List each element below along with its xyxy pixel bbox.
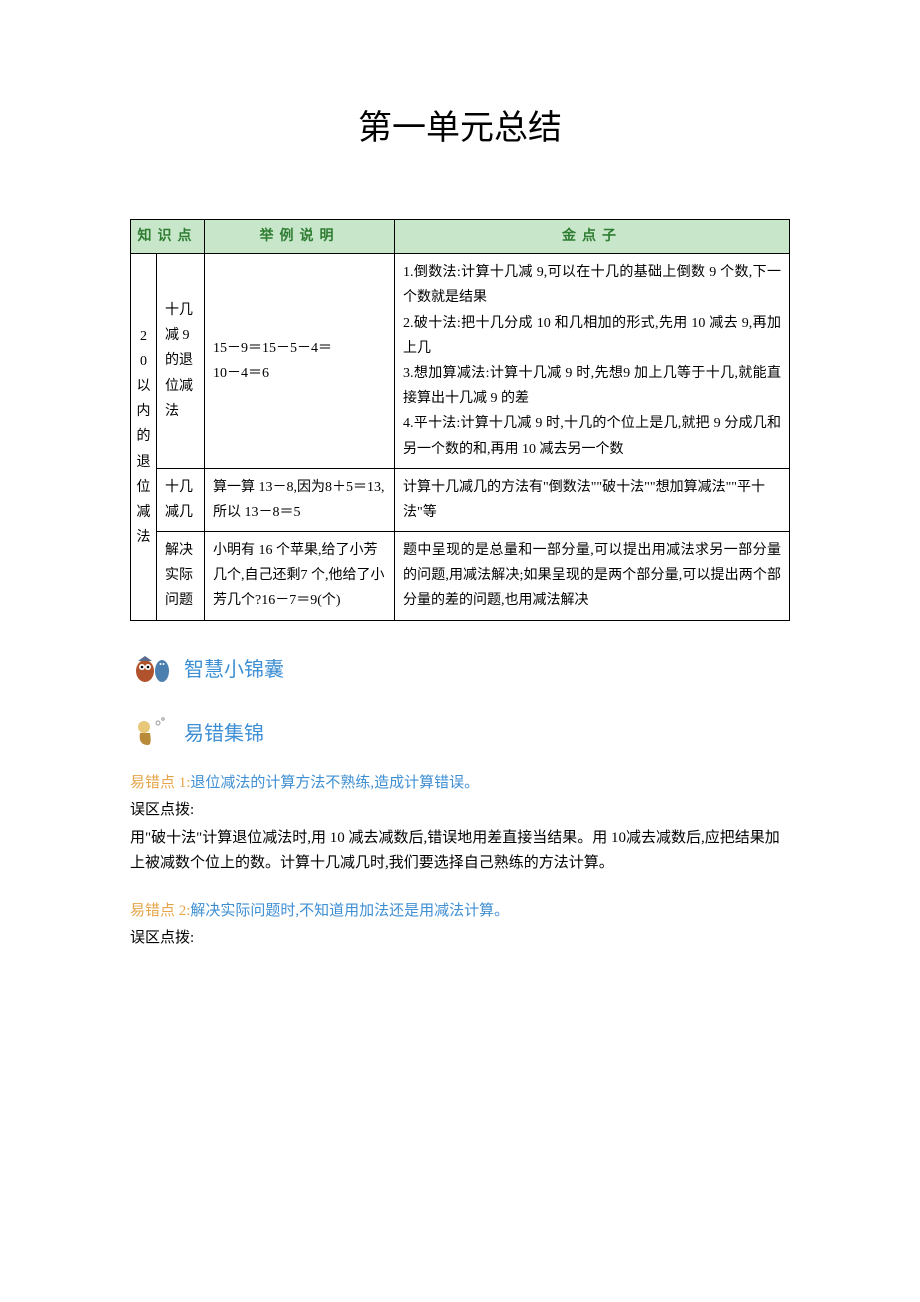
mistakes-head: 易错集锦 — [130, 715, 790, 749]
error-desc: 退位减法的计算方法不熟练,造成计算错误。 — [190, 775, 479, 791]
kp-cell: 解决实际问题 — [157, 532, 205, 621]
error-block-1: 易错点 1:退位减法的计算方法不熟练,造成计算错误。 误区点拨: 用"破十法"计… — [130, 771, 790, 877]
thinker-icon — [130, 715, 174, 749]
kp-cell: 十几减几 — [157, 468, 205, 531]
owl-icon — [130, 651, 174, 685]
error-num: 易错点 1: — [130, 775, 190, 791]
error-sublabel: 误区点拨: — [130, 798, 790, 824]
table-header-row: 知识点 举例说明 金点子 — [131, 220, 790, 254]
error-desc: 解决实际问题时,不知道用加法还是用减法计算。 — [190, 903, 509, 919]
tip-cell: 1.倒数法:计算十几减 9,可以在十几的基础上倒数 9 个数,下一个数就是结果 … — [395, 254, 790, 469]
table-row: 十几减几 算一算 13－8,因为8＋5＝13,所以 13－8＝5 计算十几减几的… — [131, 468, 790, 531]
tip-cell: 题中呈现的是总量和一部分量,可以提出用减法求另一部分量的问题,用减法解决;如果呈… — [395, 532, 790, 621]
th-knowledge: 知识点 — [131, 220, 205, 254]
page-title: 第一单元总结 — [130, 100, 790, 149]
error-advice: 用"破十法"计算退位减法时,用 10 减去减数后,错误地用差直接当结果。用 10… — [130, 826, 790, 877]
th-example: 举例说明 — [205, 220, 395, 254]
wisdom-head: 智慧小锦囊 — [130, 651, 790, 685]
table-row: 解决实际问题 小明有 16 个苹果,给了小芳几个,自己还剩7 个,他给了小芳几个… — [131, 532, 790, 621]
kp-cell: 十几减 9 的退位减法 — [157, 254, 205, 469]
summary-table: 知识点 举例说明 金点子 2 0 以 内 的 退 位 减 法 十几减 9 的退位… — [130, 219, 790, 621]
error-block-2: 易错点 2:解决实际问题时,不知道用加法还是用减法计算。 误区点拨: — [130, 899, 790, 952]
tip-cell: 计算十几减几的方法有"倒数法""破十法""想加算减法""平十法"等 — [395, 468, 790, 531]
wisdom-section: 智慧小锦囊 — [130, 651, 790, 685]
error-sublabel: 误区点拨: — [130, 926, 790, 952]
error-num: 易错点 2: — [130, 903, 190, 919]
th-tip: 金点子 — [395, 220, 790, 254]
example-cell: 算一算 13－8,因为8＋5＝13,所以 13－8＝5 — [205, 468, 395, 531]
table-row: 2 0 以 内 的 退 位 减 法 十几减 9 的退位减法 15－9＝15－5－… — [131, 254, 790, 469]
mistakes-section: 易错集锦 易错点 1:退位减法的计算方法不熟练,造成计算错误。 误区点拨: 用"… — [130, 715, 790, 952]
wisdom-label: 智慧小锦囊 — [184, 653, 284, 682]
example-cell: 小明有 16 个苹果,给了小芳几个,自己还剩7 个,他给了小芳几个?16－7＝9… — [205, 532, 395, 621]
mistakes-label: 易错集锦 — [184, 717, 264, 746]
example-cell: 15－9＝15－5－4＝ 10－4＝6 — [205, 254, 395, 469]
error-title: 易错点 2:解决实际问题时,不知道用加法还是用减法计算。 — [130, 899, 790, 925]
error-title: 易错点 1:退位减法的计算方法不熟练,造成计算错误。 — [130, 771, 790, 797]
group-label: 2 0 以 内 的 退 位 减 法 — [131, 254, 157, 620]
